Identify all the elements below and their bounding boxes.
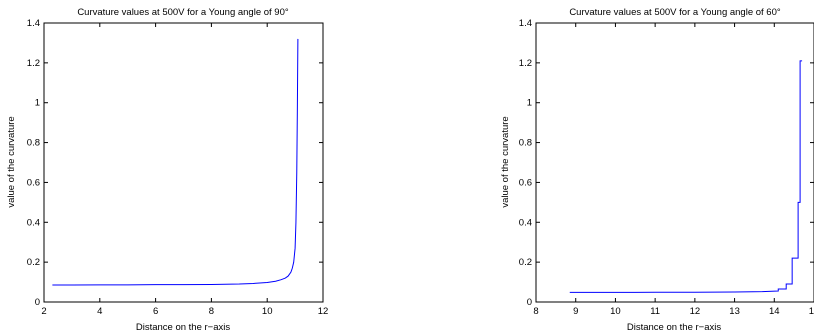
y-tick-label: 1 [35, 98, 40, 109]
y-tick-label: 0.2 [519, 257, 532, 268]
y-tick-label: 0.4 [27, 217, 40, 228]
x-tick-label: 14 [769, 306, 780, 317]
x-tick-label: 10 [262, 306, 273, 317]
y-tick-label: 0.8 [27, 138, 40, 149]
chart-title: Curvature values at 500V for a Young ang… [77, 7, 289, 18]
y-axis: 0 0.2 0.4 0.6 0.8 1 1.2 1.4 [519, 18, 814, 308]
x-tick-label: 2 [41, 306, 46, 317]
y-tick-label: 0.2 [27, 257, 40, 268]
chart-title: Curvature values at 500V for a Young ang… [569, 7, 781, 18]
y-tick-label: 1.4 [519, 18, 532, 29]
y-axis-label: value of the curvature [500, 116, 511, 207]
y-axis: 0 0.2 0.4 0.6 0.8 1 1.2 1.4 [27, 18, 323, 308]
x-tick-label: 15 [809, 306, 814, 317]
chart-young-angle-90: Curvature values at 500V for a Young ang… [6, 7, 328, 333]
x-axis: 8 9 10 11 12 13 14 15 [533, 23, 814, 317]
y-tick-label: 0 [35, 297, 40, 308]
x-axis-label: Distance on the r−axis [627, 322, 722, 333]
y-tick-label: 1 [527, 98, 532, 109]
x-tick-label: 12 [690, 306, 701, 317]
x-tick-label: 8 [209, 306, 214, 317]
x-axis-label: Distance on the r−axis [136, 322, 231, 333]
y-tick-label: 1.4 [27, 18, 40, 29]
x-tick-label: 12 [318, 306, 329, 317]
x-tick-label: 8 [533, 306, 538, 317]
x-tick-label: 13 [729, 306, 740, 317]
x-tick-label: 4 [97, 306, 102, 317]
y-tick-label: 1.2 [27, 58, 40, 69]
y-tick-label: 0.6 [27, 177, 40, 188]
y-tick-label: 0 [527, 297, 532, 308]
y-tick-label: 0.4 [519, 217, 532, 228]
y-tick-label: 1.2 [519, 58, 532, 69]
chart-young-angle-60: Curvature values at 500V for a Young ang… [500, 7, 814, 333]
x-tick-label: 11 [650, 306, 660, 317]
curvature-line [569, 60, 803, 293]
x-tick-label: 10 [610, 306, 621, 317]
x-axis: 2 4 6 8 10 12 [41, 23, 328, 317]
x-tick-label: 9 [573, 306, 578, 317]
y-axis-label: value of the curvature [6, 116, 17, 207]
x-tick-label: 6 [153, 306, 158, 317]
y-tick-label: 0.8 [519, 138, 532, 149]
curvature-line [52, 38, 299, 286]
plot-area [43, 22, 324, 303]
y-tick-label: 0.6 [519, 177, 532, 188]
plot-area [535, 22, 814, 303]
